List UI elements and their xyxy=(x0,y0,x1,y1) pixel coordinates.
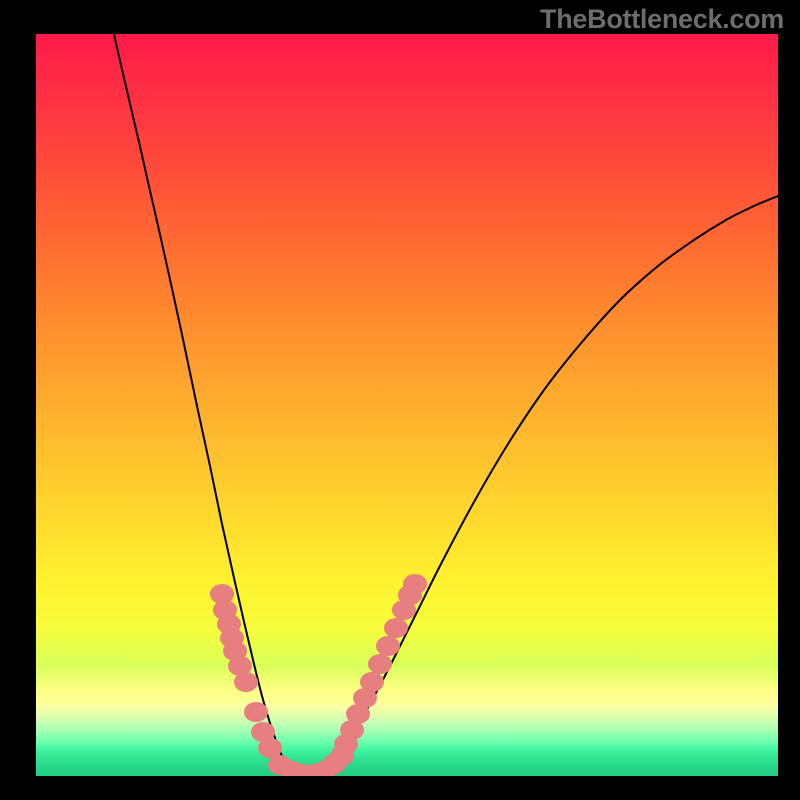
gradient-background xyxy=(36,34,778,776)
plot-area xyxy=(36,34,778,776)
frame-left xyxy=(0,0,36,800)
frame-right xyxy=(778,0,800,800)
frame-bottom xyxy=(0,776,800,800)
watermark-text: TheBottleneck.com xyxy=(540,4,784,35)
